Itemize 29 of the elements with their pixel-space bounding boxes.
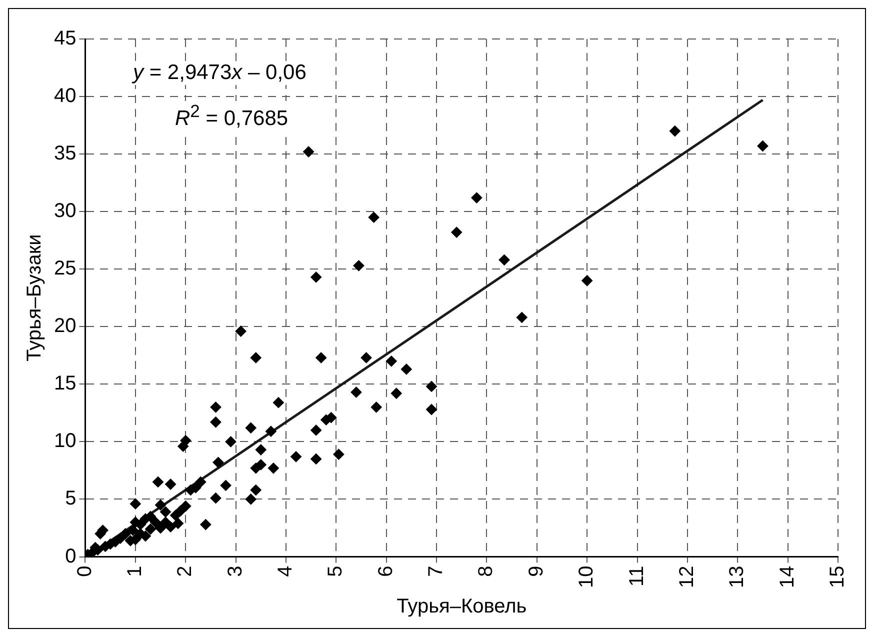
x-tick-label: 9 [525, 566, 548, 577]
x-tick-label: 11 [626, 566, 648, 587]
x-tick-label: 5 [324, 566, 347, 577]
y-tick-label: 45 [54, 28, 76, 50]
y-tick-label: 35 [54, 142, 76, 165]
annotation: y = 2,9473x – 0,06 [129, 61, 310, 85]
x-tick-label: 15 [826, 566, 849, 588]
x-tick-label: 12 [676, 566, 698, 588]
x-tick-label: 13 [726, 566, 748, 588]
x-axis-title: Турья–Ковель [396, 596, 527, 618]
x-tick-label: 4 [274, 566, 296, 577]
y-tick-label: 40 [54, 85, 76, 108]
x-tick-label: 0 [74, 566, 96, 577]
x-tick-label: 7 [425, 566, 448, 577]
y-axis-title: Турья–Бузаки [24, 234, 46, 362]
y-tick-label: 30 [54, 200, 76, 222]
y-tick-label: 25 [54, 258, 76, 280]
y-tick-label: 5 [65, 488, 76, 510]
x-tick-label: 2 [174, 566, 196, 577]
x-tick-label: 1 [124, 566, 146, 577]
annotation: R$^{2}$ = 0,7685 [171, 101, 292, 131]
x-tick-label: 6 [374, 566, 397, 577]
x-tick-label: 10 [576, 566, 598, 588]
y-tick-label: 15 [54, 372, 76, 395]
x-tick-label: 3 [224, 566, 246, 577]
y-tick-label: 20 [54, 315, 76, 338]
x-tick-label: 14 [776, 566, 798, 588]
x-tick-label: 8 [475, 566, 498, 577]
y-tick-label: 10 [54, 430, 76, 452]
